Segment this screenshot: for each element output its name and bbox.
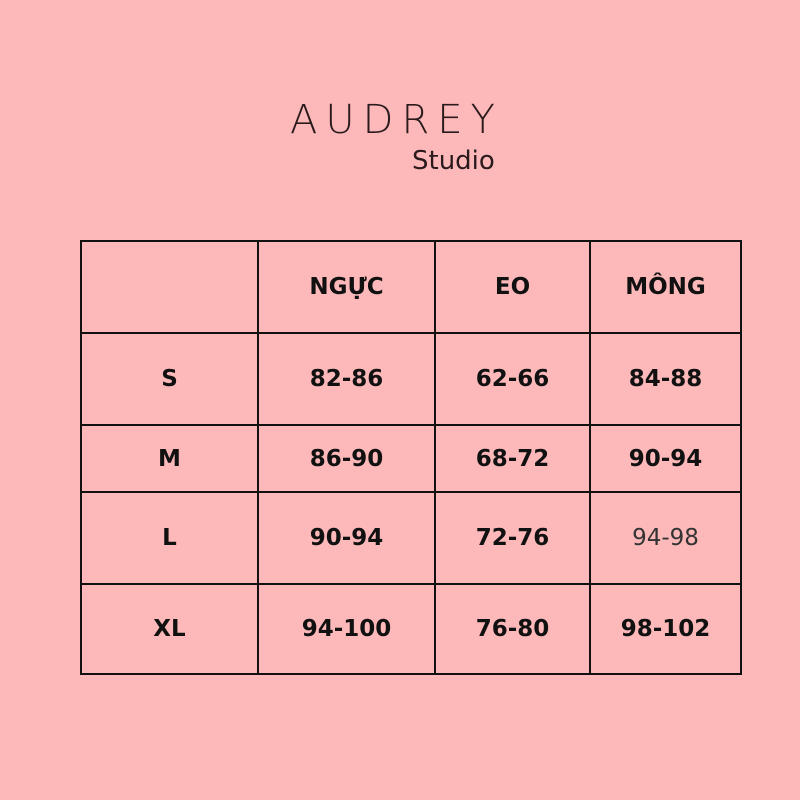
hip-value: 94-98 — [591, 493, 740, 585]
size-label: M — [82, 426, 259, 493]
waist-value: 72-76 — [436, 493, 591, 585]
size-label: L — [82, 493, 259, 585]
chest-value: 94-100 — [259, 585, 436, 673]
hip-value: 84-88 — [591, 334, 740, 426]
size-label: XL — [82, 585, 259, 673]
chest-value: 82-86 — [259, 334, 436, 426]
header-chest: NGỰC — [259, 242, 436, 334]
size-chart-table: NGỰC EO MÔNG S 82-86 62-66 84-88 M 86-90… — [80, 240, 742, 675]
waist-value: 62-66 — [436, 334, 591, 426]
brand-logo: AUDREY — [290, 97, 503, 143]
brand-subtitle: Studio — [412, 146, 495, 176]
header-empty — [82, 242, 259, 334]
hip-value: 90-94 — [591, 426, 740, 493]
size-label: S — [82, 334, 259, 426]
waist-value: 76-80 — [436, 585, 591, 673]
header-waist: EO — [436, 242, 591, 334]
hip-value: 98-102 — [620, 616, 711, 642]
header-hip: MÔNG — [591, 242, 740, 334]
chest-value: 86-90 — [259, 426, 436, 493]
waist-value: 68-72 — [436, 426, 591, 493]
chest-value: 90-94 — [259, 493, 436, 585]
